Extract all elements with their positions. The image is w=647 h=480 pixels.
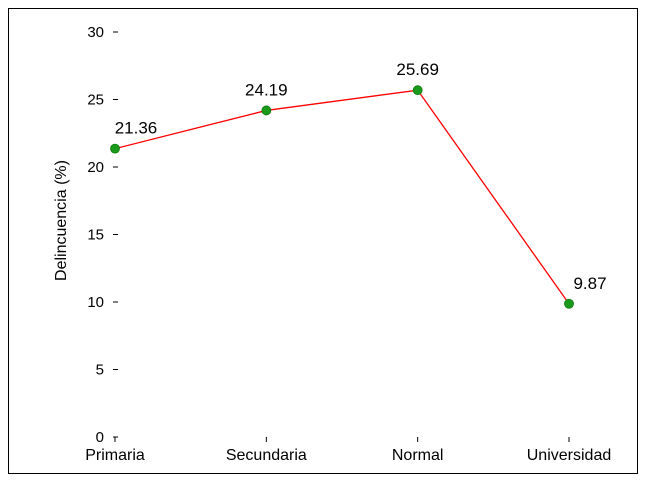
y-tick-label: 0 bbox=[96, 429, 104, 446]
x-tick-label: Normal bbox=[392, 447, 444, 464]
data-label: 25.69 bbox=[396, 60, 439, 79]
data-point bbox=[564, 298, 574, 309]
chart-frame bbox=[8, 8, 638, 474]
series-line bbox=[114, 89, 570, 305]
y-tick-label: 5 bbox=[96, 362, 104, 379]
y-axis-title: Delincuencia (%) bbox=[53, 160, 70, 281]
x-tick-label: Secundaria bbox=[226, 447, 307, 464]
data-label: 21.36 bbox=[115, 119, 158, 138]
series-layer bbox=[110, 85, 574, 309]
data-point bbox=[261, 105, 272, 116]
data-label: 24.19 bbox=[245, 80, 288, 99]
x-tick-label: Primaria bbox=[85, 447, 145, 464]
x-axis: Primaria Secundaria Normal Universidad bbox=[85, 437, 611, 464]
data-label: 9.87 bbox=[573, 274, 606, 293]
x-tick-label: Universidad bbox=[527, 447, 611, 464]
y-tick-label: 30 bbox=[87, 24, 104, 41]
y-tick-label: 25 bbox=[87, 92, 104, 109]
y-tick-label: 10 bbox=[87, 294, 104, 311]
data-label-layer: 21.36 24.19 25.69 9.87 bbox=[115, 60, 607, 293]
y-tick-label: 15 bbox=[87, 227, 104, 244]
y-tick-label: 20 bbox=[87, 159, 104, 176]
data-point bbox=[412, 85, 423, 96]
data-point bbox=[110, 143, 120, 154]
y-axis: 0 5 10 15 20 25 30 bbox=[87, 24, 118, 446]
